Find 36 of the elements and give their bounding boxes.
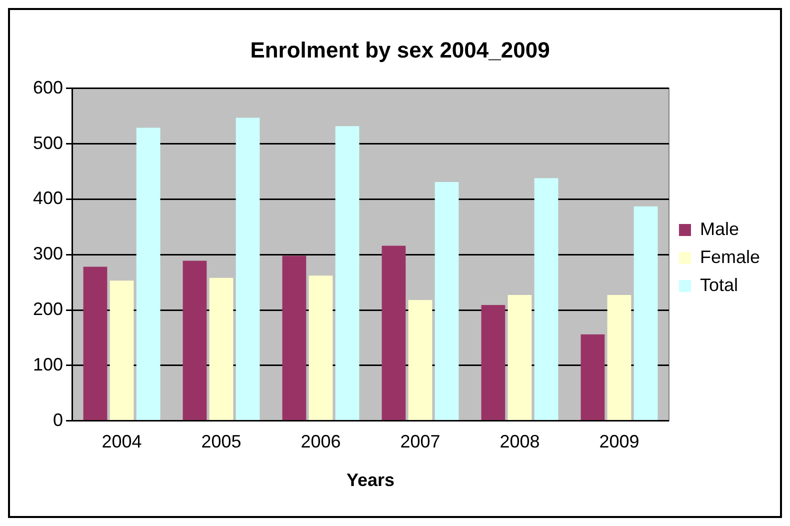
bar [434, 182, 459, 420]
legend-label: Female [700, 246, 760, 267]
bar [209, 278, 234, 420]
bar [308, 276, 333, 420]
y-tick-label: 100 [32, 354, 64, 374]
bar [508, 295, 532, 420]
bar [110, 280, 134, 420]
x-tick-label: 2009 [599, 432, 640, 452]
chart-title: Enrolment by sex 2004_2009 [250, 37, 550, 62]
bar [236, 118, 260, 420]
bar [382, 246, 406, 420]
bar [481, 305, 506, 420]
y-tick-label: 600 [32, 77, 64, 98]
legend-label: Total [700, 274, 738, 295]
x-tick-label: 2007 [400, 432, 440, 452]
bar [282, 256, 306, 420]
bar [335, 126, 360, 420]
y-tick-label: 500 [32, 132, 64, 153]
x-tick-label: 2006 [300, 432, 341, 452]
bar [182, 260, 207, 420]
x-tick-label: 2008 [500, 432, 540, 452]
y-tick-label: 200 [32, 298, 64, 319]
bar [83, 266, 108, 420]
bar [408, 300, 432, 420]
bar [580, 334, 605, 420]
y-tick-label: 400 [32, 188, 64, 208]
x-tick-label: 2004 [102, 432, 142, 452]
legend-label: Male [700, 218, 739, 239]
bar [534, 178, 558, 420]
bar [607, 295, 632, 420]
y-tick-label: 0 [53, 410, 64, 430]
y-tick-label: 300 [32, 244, 64, 264]
bar [136, 128, 160, 420]
x-axis-title: Years [346, 470, 395, 490]
x-tick-label: 2005 [201, 432, 242, 452]
bar [634, 206, 658, 420]
